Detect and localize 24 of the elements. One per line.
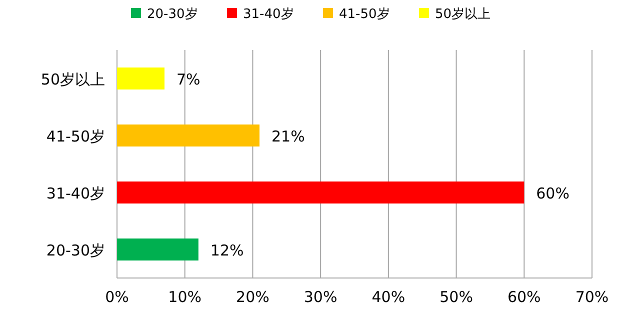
y-tick-label: 41-50岁 <box>46 128 105 146</box>
data-label: 12% <box>210 242 244 260</box>
x-tick-label: 30% <box>304 288 338 306</box>
legend-label: 31-40岁 <box>243 7 294 22</box>
x-tick-label: 20% <box>236 288 270 306</box>
y-tick-label: 31-40岁 <box>46 184 105 202</box>
x-tick-label: 0% <box>105 288 129 306</box>
legend-label: 50岁以上 <box>435 7 491 22</box>
data-label: 60% <box>536 184 570 202</box>
x-tick-label: 50% <box>440 288 473 306</box>
data-label: 21% <box>272 128 305 146</box>
y-tick-label: 50岁以上 <box>40 70 105 88</box>
legend-label: 41-50岁 <box>339 7 390 22</box>
x-tick-label: 60% <box>507 288 541 306</box>
legend-item: 20-30岁 <box>131 7 198 22</box>
x-tick-label: 70% <box>575 288 609 306</box>
y-tick-label: 20-30岁 <box>46 242 105 260</box>
data-label: 7% <box>176 70 200 88</box>
legend-label: 20-30岁 <box>147 7 198 22</box>
x-tick-label: 10% <box>168 288 202 306</box>
legend-item: 41-50岁 <box>323 7 390 22</box>
legend-item: 31-40岁 <box>227 7 294 22</box>
legend-item: 50岁以上 <box>419 7 491 22</box>
x-tick-label: 40% <box>372 288 406 306</box>
